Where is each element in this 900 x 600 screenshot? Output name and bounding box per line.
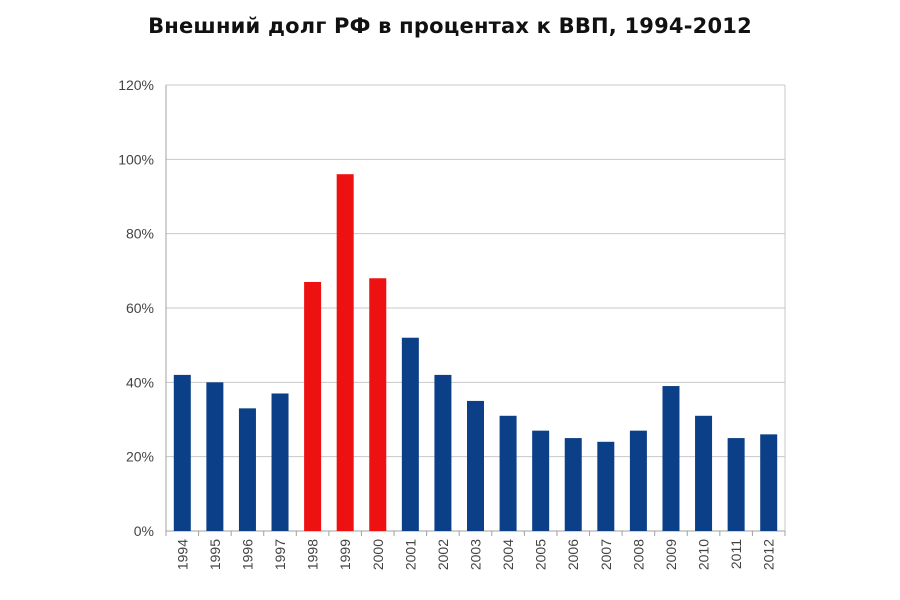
bar-2001 <box>401 337 419 531</box>
x-tick-label: 2000 <box>370 539 386 570</box>
x-tick-label: 2001 <box>402 539 418 570</box>
bar-1994 <box>173 374 191 531</box>
x-tick-label: 2011 <box>728 539 744 569</box>
y-tick-label: 20% <box>126 449 154 465</box>
x-tick-label: 1999 <box>337 539 353 570</box>
x-tick-label: 1995 <box>207 539 223 570</box>
x-tick-label: 2002 <box>435 539 451 570</box>
bar-2000 <box>369 278 387 531</box>
x-tick-label: 2005 <box>533 539 549 570</box>
bar-2011 <box>727 438 745 531</box>
bar-2003 <box>467 400 484 531</box>
bars <box>173 174 778 531</box>
bar-2005 <box>532 430 550 531</box>
x-tick-label: 2012 <box>761 539 777 570</box>
y-axis-ticks: 0% 20% 40% 60% 80% 100% 120% <box>118 77 154 539</box>
y-tick-label: 120% <box>118 77 154 93</box>
y-tick-label: 40% <box>126 374 154 390</box>
y-tick-label: 100% <box>118 151 154 167</box>
y-tick-label: 0% <box>134 523 154 539</box>
bar-2012 <box>760 434 778 531</box>
bar-2009 <box>662 386 680 531</box>
x-tick-label: 2004 <box>500 539 516 570</box>
x-tick-label: 1998 <box>305 539 321 570</box>
bar-2004 <box>499 415 517 531</box>
bar-2010 <box>695 415 713 531</box>
x-tick-label: 2007 <box>598 539 614 570</box>
x-tick-label: 2003 <box>468 539 484 570</box>
chart-title: Внешний долг РФ в процентах к ВВП, 1994-… <box>148 14 752 38</box>
bar-2002 <box>434 374 452 531</box>
bar-1995 <box>206 382 224 531</box>
x-tick-label: 2008 <box>630 539 646 570</box>
x-tick-label: 1996 <box>239 539 255 570</box>
bar-1998 <box>304 281 322 531</box>
bar-2006 <box>564 438 582 531</box>
x-tick-label: 2010 <box>696 539 712 570</box>
bar-1996 <box>238 408 256 531</box>
y-tick-label: 60% <box>126 300 154 316</box>
x-tick-label: 1994 <box>174 539 190 570</box>
x-tick-label: 2006 <box>565 539 581 570</box>
bar-1997 <box>271 393 289 531</box>
x-tick-label: 1997 <box>272 539 288 570</box>
bar-2007 <box>597 441 615 531</box>
y-tick-label: 80% <box>126 226 154 242</box>
x-axis-ticks: 1994 1995 1996 1997 1998 1999 2000 2001 2002 2003… <box>165 531 786 570</box>
bar-1999 <box>336 174 354 531</box>
x-tick-label: 2009 <box>663 539 679 570</box>
bar-2008 <box>629 430 647 531</box>
